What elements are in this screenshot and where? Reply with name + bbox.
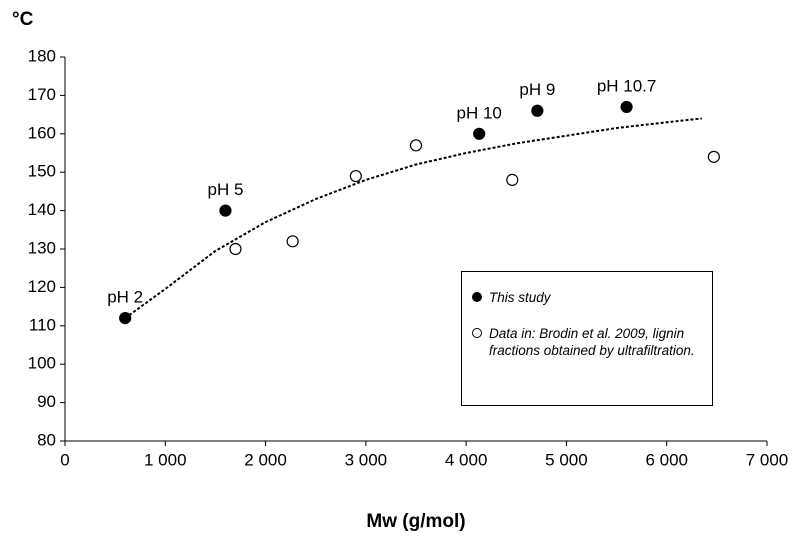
y-tick-label: 160 [28, 123, 56, 142]
x-tick-label: 6 000 [645, 450, 688, 469]
x-tick-label: 4 000 [445, 450, 488, 469]
point [119, 312, 132, 325]
y-tick-label: 130 [28, 238, 56, 257]
y-tick-label: 100 [28, 354, 56, 373]
x-axis-label: Mw (g/mol) [366, 511, 465, 532]
point [286, 235, 299, 248]
point [349, 169, 362, 183]
x-tick-label: 2 000 [244, 450, 287, 469]
point [219, 204, 232, 217]
x-tick-label: 1 000 [144, 450, 187, 469]
y-tick-label: 110 [29, 315, 56, 334]
legend: This study Data in: Brodin et al. 2009, l… [461, 271, 713, 406]
point [409, 139, 423, 152]
legend-symbol [472, 292, 482, 302]
point-label: pH 2 [107, 288, 143, 307]
y-tick-label: 170 [28, 85, 56, 104]
y-tick-label: 90 [37, 392, 56, 411]
point [506, 173, 519, 186]
y-tick-label: 140 [28, 200, 56, 219]
point [473, 127, 486, 140]
legend-label: This study [489, 290, 551, 305]
point [707, 150, 720, 163]
y-tick-label: 150 [28, 162, 56, 181]
y-tick-label: 120 [28, 277, 56, 296]
legend-item: This study [472, 289, 699, 306]
x-tick-label: 5 000 [545, 450, 588, 469]
trendline [124, 117, 702, 319]
y-tick-label: 180 [28, 46, 56, 65]
point-label: pH 5 [207, 180, 243, 199]
point [229, 242, 242, 256]
legend-item: Data in: Brodin et al. 2009, lignin frac… [472, 325, 699, 359]
y-axis-label: °C [12, 9, 34, 30]
legend-symbol [472, 328, 482, 338]
point-label: pH 9 [519, 80, 555, 99]
x-tick-label: 0 [60, 450, 69, 469]
point-label: pH 10 [456, 103, 501, 122]
x-tick-label: 3 000 [345, 450, 388, 469]
point-label: pH 10.7 [597, 76, 657, 95]
point [620, 100, 633, 114]
legend-label: Data in: Brodin et al. 2009, lignin frac… [489, 326, 695, 358]
y-tick-label: 80 [37, 430, 56, 449]
x-tick-label: 7 000 [746, 450, 789, 469]
point [531, 104, 544, 117]
